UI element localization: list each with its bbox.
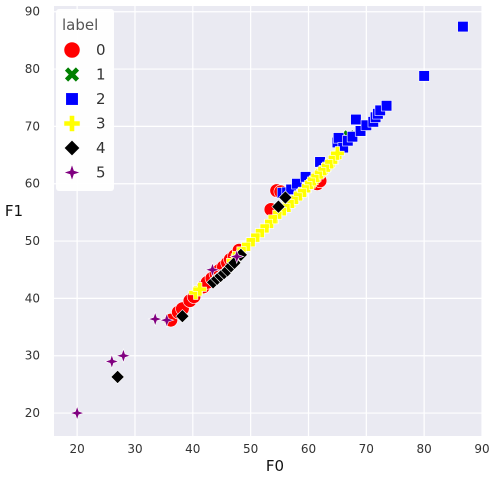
gridlines	[54, 6, 483, 436]
data-point	[229, 248, 245, 265]
x-tick-label: 60	[301, 442, 316, 456]
y-tick-label: 20	[25, 406, 40, 420]
y-axis-label: F1	[5, 202, 23, 220]
x-tick-label: 30	[127, 442, 142, 456]
data-point	[159, 312, 175, 328]
data-point	[104, 353, 120, 370]
series-label-2	[276, 21, 469, 199]
x-tick-label: 20	[69, 442, 84, 456]
data-point	[147, 311, 163, 327]
data-point	[350, 113, 362, 126]
data-point	[204, 261, 221, 278]
legend-marker-2	[65, 92, 79, 106]
data-point	[278, 190, 293, 205]
data-point	[69, 405, 85, 421]
series-label-4	[110, 190, 293, 384]
legend-label-5: 5	[96, 164, 106, 182]
legend-label-3: 3	[96, 115, 106, 133]
legend-label-4: 4	[96, 139, 106, 157]
data-point	[115, 347, 132, 364]
y-tick-label: 30	[25, 349, 40, 363]
y-tick-label: 50	[25, 234, 40, 248]
data-point	[354, 125, 367, 137]
legend-marker-1	[64, 66, 80, 83]
legend: label 0 1 2 3 4 5	[56, 9, 114, 191]
data-point	[418, 70, 430, 82]
x-tick-label: 50	[243, 442, 258, 456]
y-tick-label: 60	[25, 177, 40, 191]
x-tick-label: 80	[417, 442, 432, 456]
y-tick-label: 90	[25, 5, 40, 19]
x-axis-ticks: 20 30 40 50 60 70 80 90	[69, 442, 489, 456]
legend-marker-5	[62, 163, 82, 182]
x-tick-label: 90	[474, 442, 489, 456]
legend-title: label	[62, 16, 98, 34]
legend-label-0: 0	[96, 41, 106, 59]
y-tick-label: 40	[25, 291, 40, 305]
y-tick-label: 70	[25, 119, 40, 133]
data-point	[175, 309, 190, 324]
series-label-5	[69, 248, 245, 421]
legend-marker-4	[63, 139, 81, 157]
data-point	[110, 369, 125, 384]
legend-label-1: 1	[96, 66, 106, 84]
x-tick-label: 40	[185, 442, 200, 456]
data-point	[457, 21, 469, 33]
legend-marker-3	[63, 115, 81, 132]
data-point	[330, 146, 345, 161]
data-point	[380, 100, 393, 112]
legend-marker-0	[63, 41, 81, 59]
y-tick-label: 80	[25, 62, 40, 76]
x-axis-label: F0	[266, 457, 284, 475]
data-point	[346, 131, 359, 143]
x-tick-label: 70	[359, 442, 374, 456]
data-point	[271, 199, 286, 214]
y-axis-ticks: 20 30 40 50 60 70 80 90	[25, 5, 40, 420]
data-points	[69, 21, 469, 421]
legend-label-2: 2	[96, 90, 106, 108]
data-point	[192, 282, 207, 297]
